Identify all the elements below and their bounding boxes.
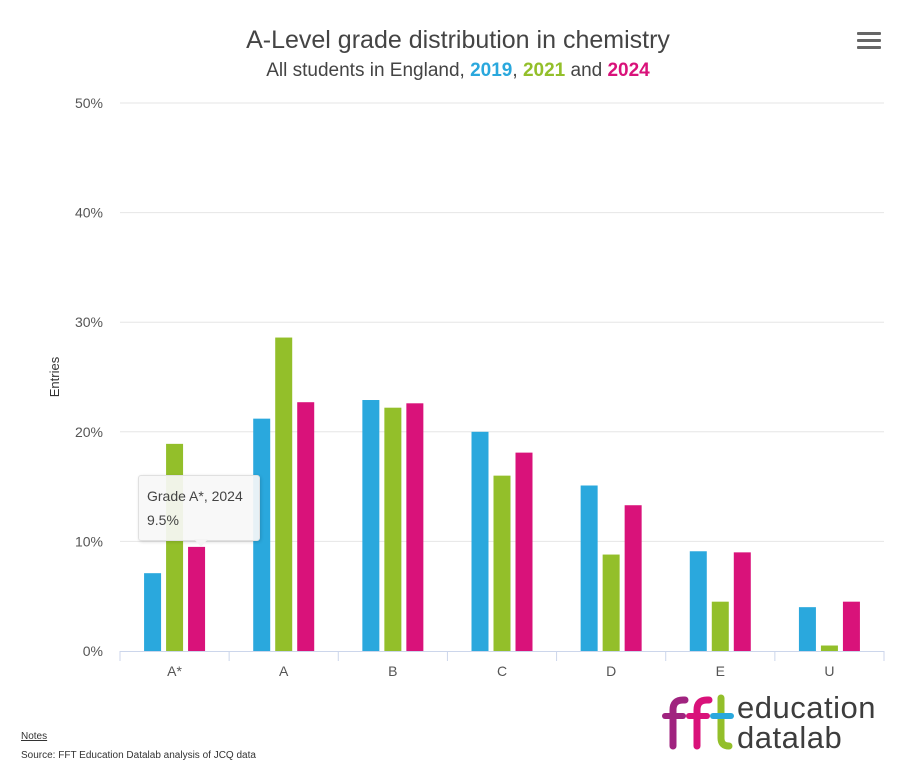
bar-2024-U[interactable]: [842, 601, 860, 651]
hamburger-icon: [857, 46, 881, 49]
subtitle-separator: ,: [512, 60, 523, 81]
y-tick-label: 10%: [75, 533, 103, 549]
y-tick-label: 20%: [75, 424, 103, 440]
logo-wordmark-line1: education: [737, 690, 876, 725]
bar-2024-E[interactable]: [733, 552, 751, 651]
bar-2021-B[interactable]: [384, 407, 402, 651]
chart-menu-button[interactable]: [856, 32, 882, 54]
x-tick-label: A: [279, 663, 289, 679]
bars-layer: [144, 337, 860, 651]
chart-title: A-Level grade distribution in chemistry: [246, 26, 670, 54]
bar-2019-B[interactable]: [362, 400, 380, 651]
subtitle-year-2021[interactable]: 2021: [522, 60, 566, 81]
tooltip-title: Grade A*, 2024: [147, 488, 243, 504]
axis-layer: 0% 10% 20% 30% 40% 50% A* A B C D E U: [75, 95, 885, 679]
tooltip-pointer: [194, 539, 208, 547]
notes-link[interactable]: Notes: [21, 731, 48, 742]
x-tick-label: B: [388, 663, 397, 679]
y-tick-label: 30%: [75, 314, 103, 330]
x-tick-label: D: [606, 663, 616, 679]
bar-2021-C[interactable]: [493, 475, 511, 651]
bar-2021-A[interactable]: [275, 337, 293, 651]
subtitle-separator: and: [565, 60, 608, 81]
y-axis-title: Entries: [47, 356, 62, 397]
x-tick-label: U: [824, 663, 834, 679]
tooltip-value: 9.5%: [147, 512, 179, 528]
y-tick-label: 40%: [75, 205, 103, 221]
chart-tooltip: Grade A*, 2024 9.5%: [138, 475, 260, 547]
subtitle-year-2024[interactable]: 2024: [607, 60, 650, 81]
bar-2019-E[interactable]: [689, 551, 707, 651]
fft-education-datalab-logo: education datalab: [655, 690, 890, 755]
bar-2024-B[interactable]: [406, 403, 424, 651]
bar-2019-A*[interactable]: [144, 573, 162, 651]
bar-2019-D[interactable]: [580, 485, 598, 651]
x-tick-label: C: [497, 663, 507, 679]
bar-2024-D[interactable]: [624, 505, 642, 651]
hamburger-icon: [857, 39, 881, 42]
fft-logo-mark: [662, 694, 734, 750]
bar-2021-U[interactable]: [820, 645, 838, 651]
chart-subtitle: All students in England, 2019, 2021 and …: [0, 60, 906, 82]
bar-2024-C[interactable]: [515, 452, 533, 651]
bar-2019-U[interactable]: [798, 607, 816, 651]
bar-2024-A*[interactable]: [188, 546, 206, 651]
bar-2021-D[interactable]: [602, 554, 620, 651]
grid-layer: [120, 102, 884, 542]
y-tick-label: 50%: [75, 95, 103, 111]
logo-wordmark-line2: datalab: [737, 720, 843, 755]
bar-2019-C[interactable]: [471, 431, 489, 651]
hamburger-icon: [857, 32, 881, 35]
subtitle-prefix: All students in England,: [266, 60, 471, 81]
x-tick-label: E: [716, 663, 725, 679]
source-text: Source: FFT Education Datalab analysis o…: [21, 750, 256, 761]
y-tick-label: 0%: [83, 643, 103, 659]
bar-2021-E[interactable]: [711, 601, 729, 651]
bar-2024-A[interactable]: [297, 402, 315, 651]
x-tick-label: A*: [167, 663, 182, 679]
subtitle-year-2019[interactable]: 2019: [470, 60, 513, 81]
